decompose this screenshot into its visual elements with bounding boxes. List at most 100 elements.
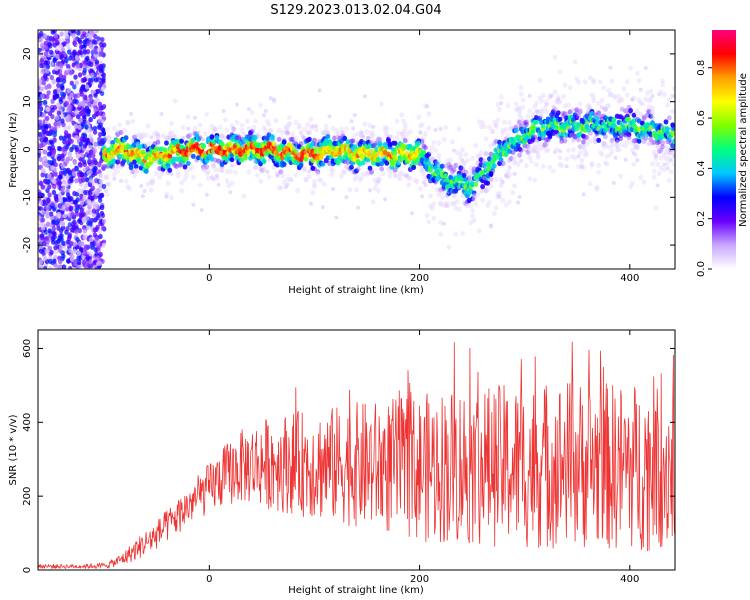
- spectrogram-cell: [246, 107, 251, 112]
- spectrogram-cell: [444, 158, 450, 164]
- spectrogram-cell: [655, 161, 660, 167]
- spectrogram-cell: [557, 155, 563, 161]
- spectrogram-cell: [226, 182, 232, 189]
- spectrogram-cell: [133, 163, 139, 170]
- spectrogram-cell: [56, 238, 61, 244]
- colorbar-ticks: 0.0 0.2 0.4 0.6 0.8: [696, 60, 712, 277]
- spectrogram-cell: [278, 169, 284, 175]
- spectrogram-cell: [40, 209, 45, 215]
- spectrogram-cell: [310, 124, 315, 129]
- spectrogram-cell: [444, 200, 450, 206]
- spectrogram-cell: [283, 124, 289, 130]
- spectrogram-cell: [285, 130, 290, 136]
- spectrogram-cell: [503, 126, 509, 133]
- spectrogram-cell: [396, 174, 401, 180]
- spectrogram-cell: [446, 244, 452, 250]
- spectrogram-cell: [303, 176, 309, 183]
- spectrogram-cell: [549, 93, 554, 98]
- spectrogram-cell: [323, 123, 329, 129]
- spectrogram-cell: [537, 77, 543, 84]
- spectrogram-cell: [303, 177, 309, 183]
- spectrogram-cell: [483, 136, 489, 142]
- spectrogram-xtick-label: 200: [410, 273, 429, 284]
- spectrogram-cell: [102, 113, 107, 118]
- spectrogram-cell: [214, 173, 219, 178]
- spectrogram-cell: [58, 77, 63, 83]
- spectrogram-cell: [122, 127, 127, 134]
- spectrogram-cell: [220, 168, 224, 173]
- spectrogram-cell: [352, 176, 358, 182]
- spectrogram-cell: [95, 242, 100, 248]
- spectrogram-cell: [416, 140, 422, 146]
- spectrogram-cell: [43, 162, 49, 168]
- spectrogram-cell: [92, 101, 98, 107]
- spectrogram-cell: [285, 125, 290, 131]
- spectrogram-cell: [68, 104, 73, 110]
- spectrogram-cell: [88, 117, 93, 123]
- spectrogram-cell: [315, 169, 321, 175]
- spectrogram-cell: [129, 111, 134, 116]
- spectrogram-cell: [402, 138, 408, 144]
- spectrogram-cell: [631, 161, 637, 167]
- spectrogram-cell: [91, 212, 97, 218]
- spectrogram-cell: [402, 125, 408, 132]
- spectrogram-cell: [328, 166, 334, 172]
- spectrogram-cell: [650, 161, 655, 167]
- spectrogram-cell: [280, 129, 285, 135]
- spectrogram-cell: [272, 97, 277, 102]
- spectrogram-cell: [45, 213, 50, 219]
- spectrogram-cell: [402, 122, 408, 128]
- spectrogram-cell: [458, 151, 464, 157]
- spectrogram-cell: [79, 200, 85, 206]
- spectrogram-cell: [572, 59, 578, 65]
- spectrogram-cell: [77, 188, 82, 194]
- spectrogram-cell: [159, 170, 164, 176]
- spectrogram-cell: [495, 117, 501, 123]
- spectrogram-cell: [426, 111, 432, 117]
- spectrogram-cell: [576, 137, 581, 143]
- spectrogram-cell: [239, 122, 245, 128]
- spectrogram-cell: [672, 161, 675, 167]
- spectrogram-cell: [45, 64, 51, 70]
- spectrogram-cell: [47, 192, 52, 198]
- spectrogram-cell: [111, 166, 117, 172]
- spectrogram-cell: [50, 145, 56, 151]
- spectrogram-cell: [53, 167, 58, 173]
- spectrogram-cell: [105, 126, 110, 132]
- spectrogram-cell: [79, 91, 85, 97]
- spectrogram-cell: [69, 176, 74, 182]
- spectrogram-cell: [98, 67, 104, 73]
- spectrogram-cell: [115, 130, 121, 136]
- spectrogram-cell: [672, 125, 675, 132]
- spectrogram-cell: [317, 88, 322, 93]
- spectrogram-cell: [438, 126, 443, 131]
- spectrogram-cell: [94, 59, 100, 65]
- spectrogram-cell: [344, 163, 349, 170]
- spectrogram-cell: [290, 136, 295, 142]
- spectrogram-cell: [581, 165, 586, 171]
- spectrogram-cell: [302, 126, 307, 132]
- spectrogram-cell: [181, 135, 186, 140]
- spectrogram-cell: [56, 110, 62, 116]
- spectrogram-cell: [58, 203, 63, 210]
- snr-xtick-label: 200: [410, 574, 429, 585]
- spectrogram-cell: [288, 177, 294, 183]
- spectrogram-cell: [419, 168, 425, 175]
- spectrogram-cell: [128, 162, 134, 168]
- spectrogram-cell: [670, 94, 675, 99]
- spectrogram-cell: [520, 97, 526, 103]
- spectrogram-cell: [529, 158, 534, 164]
- spectrogram-cell: [599, 151, 605, 157]
- spectrogram-cell: [587, 138, 593, 144]
- spectrogram-cell: [202, 165, 208, 171]
- spectrogram-cell: [66, 258, 71, 264]
- spectrogram-cell: [92, 204, 98, 210]
- colorbar-tick-label: 0.6: [696, 110, 707, 126]
- spectrogram-cell: [77, 228, 83, 234]
- spectrogram-cell: [92, 227, 98, 233]
- spectrogram-cell: [111, 125, 117, 131]
- spectrogram-cell: [57, 192, 62, 198]
- spectrogram-cell: [53, 126, 58, 132]
- spectrogram-cell: [127, 185, 132, 192]
